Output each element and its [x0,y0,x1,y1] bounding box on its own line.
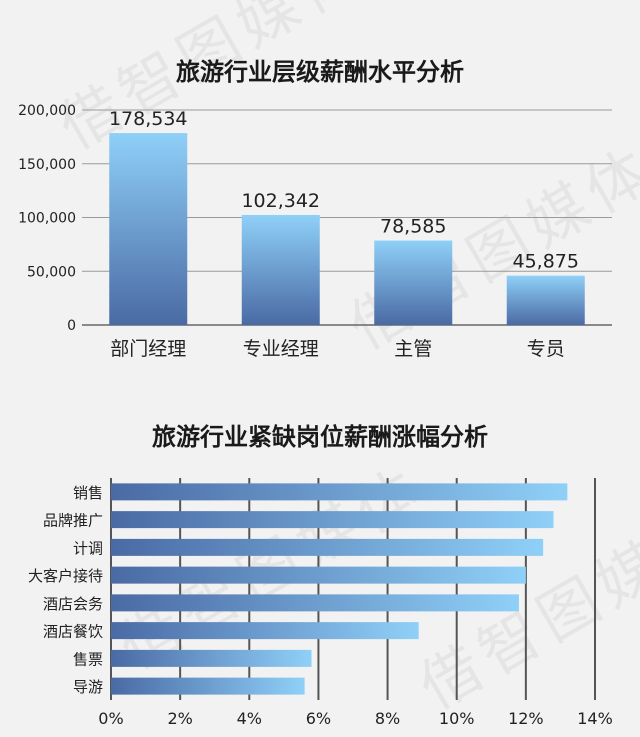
bar [374,240,453,325]
data-label: 178,534 [109,108,188,130]
y-tick-label: 酒店餐饮 [43,623,103,641]
y-tick-label: 0 [67,318,76,334]
y-tick-label: 50,000 [27,264,76,280]
bar [506,275,585,325]
x-tick-label: 4% [237,709,262,728]
x-tick-label: 12% [508,709,544,728]
bar [111,649,312,667]
bar [111,594,519,612]
y-tick-label: 品牌推广 [43,512,103,530]
bar [111,538,544,556]
x-tick-label: 主管 [394,338,432,360]
bar [111,511,554,529]
chart1-title: 旅游行业层级薪酬水平分析 [176,58,464,86]
x-tick-label: 10% [439,709,475,728]
bar [111,622,419,640]
x-tick-label: 6% [306,709,331,728]
bar [109,133,188,325]
y-tick-label: 售票 [73,650,103,668]
bar [111,677,305,695]
y-tick-label: 大客户接待 [28,567,103,585]
y-tick-label: 导游 [73,678,103,696]
scarce-position-raise-chart: 旅游行业紧缺岗位薪酬涨幅分析 0% 2% 4% 6% 8% 10% 12% 14% 销售品牌推… [28,423,613,728]
data-label: 78,585 [380,216,446,238]
y-tick-label: 酒店会务 [43,595,103,613]
x-tick-label: 2% [167,709,192,728]
y-tick-label: 销售 [73,484,103,502]
bar [111,566,526,584]
y-tick-label: 100,000 [18,211,76,227]
bar [241,214,320,325]
x-tick-label: 部门经理 [110,338,186,360]
x-tick-label: 8% [375,709,400,728]
data-label: 102,342 [241,190,320,212]
y-tick-label: 150,000 [18,157,76,173]
chart2-title: 旅游行业紧缺岗位薪酬涨幅分析 [152,423,488,451]
y-tick-label: 计调 [73,539,103,557]
x-tick-label: 专业经理 [243,338,319,360]
salary-level-chart: 旅游行业层级薪酬水平分析 0 50,000 100,000 150,000 200,00… [18,58,612,360]
bar [111,483,568,501]
data-label: 45,875 [513,251,579,273]
x-tick-label: 专员 [527,338,565,360]
y-tick-label: 200,000 [18,103,76,119]
x-tick-label: 0% [98,709,123,728]
x-tick-label: 14% [577,709,613,728]
